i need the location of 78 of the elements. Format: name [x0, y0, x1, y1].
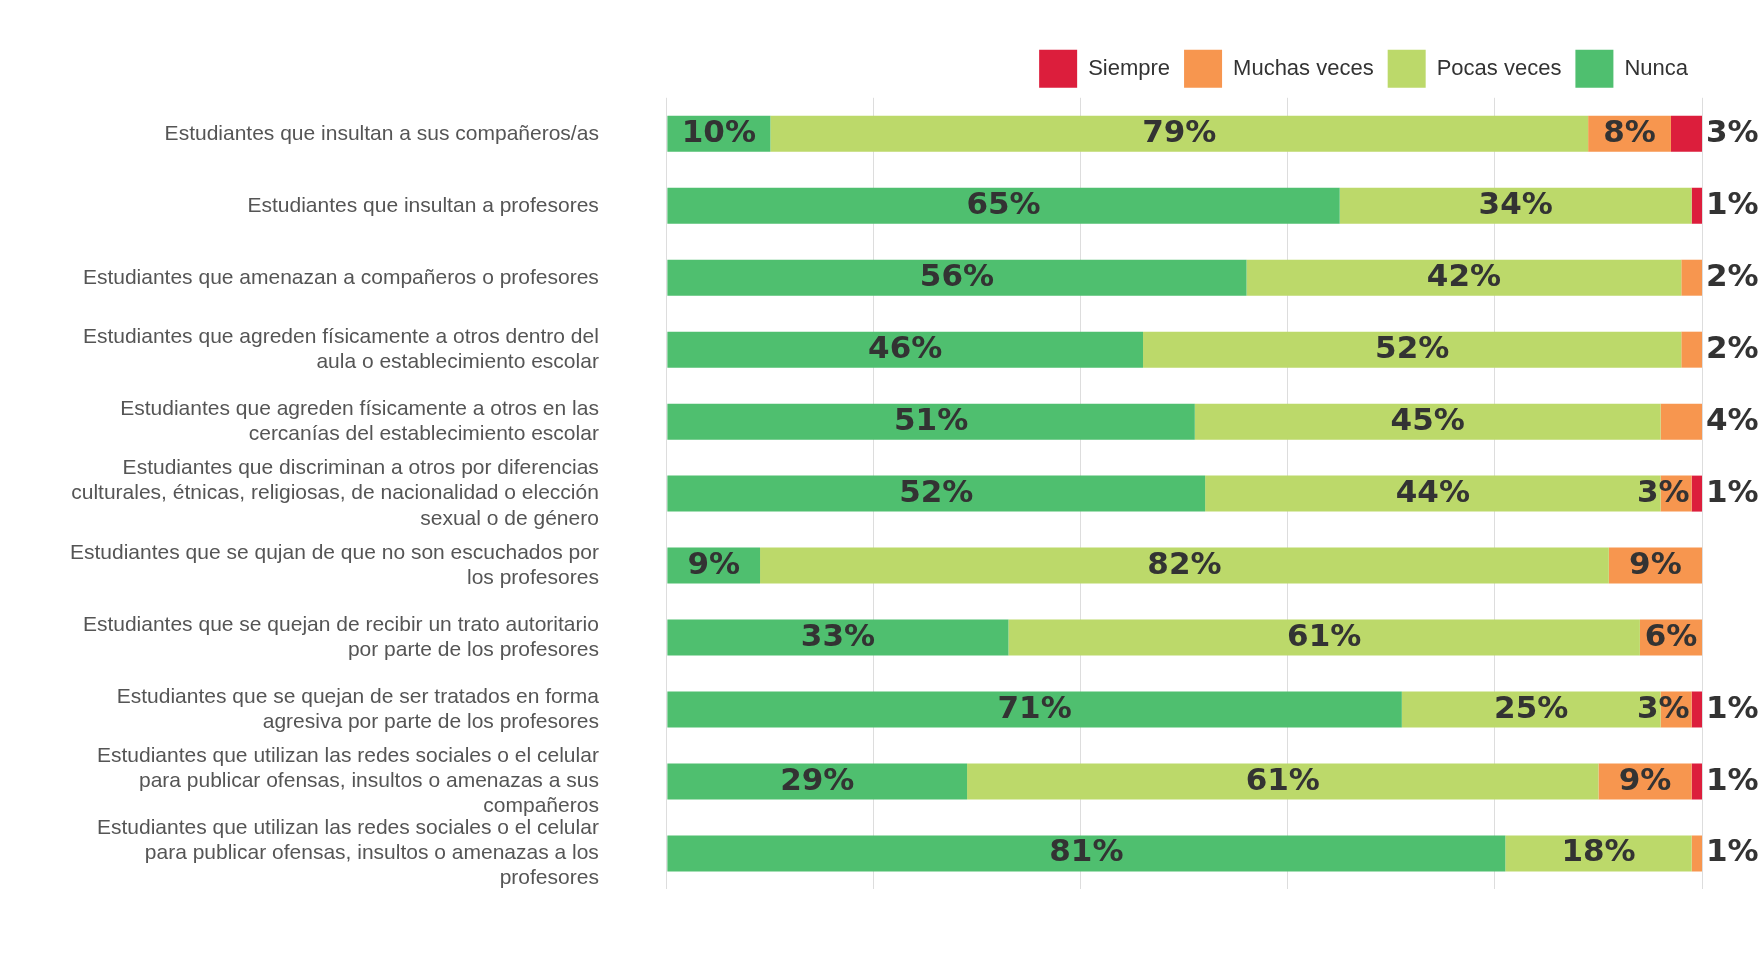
- bar: [667, 331, 1144, 368]
- data-label: 9%: [687, 544, 741, 581]
- data-label: 42%: [1426, 256, 1502, 293]
- y-tick-label: Estudiantes que discriminan a otros por diferencias culturales, étnicas, religiosas, de nacionalidad o elección sexual o de género: [71, 455, 599, 529]
- bar: [667, 835, 1506, 872]
- data-label: 52%: [1375, 328, 1450, 365]
- data-label: 3%: [1706, 112, 1759, 149]
- data-label: 9%: [1618, 760, 1672, 797]
- y-tick-label: Estudiantes que utilizan las redes sociales o el celular para publicar ofensas, insultos o amenazas a sus compañeros: [96, 743, 599, 817]
- data-label: 34%: [1478, 184, 1553, 221]
- data-label: 61%: [1287, 616, 1362, 653]
- data-label: 25%: [1494, 688, 1569, 725]
- bar: [667, 403, 1195, 440]
- data-label: 71%: [997, 688, 1072, 725]
- data-label: 1%: [1706, 760, 1759, 797]
- bar: [667, 187, 1340, 224]
- bar: [770, 115, 1589, 152]
- y-tick-label: Estudiantes que se quejan de recibir un trato autoritario por parte de los profesores: [82, 611, 599, 660]
- bar: [667, 259, 1247, 296]
- bar: [1194, 403, 1661, 440]
- data-label: 2%: [1706, 328, 1759, 365]
- bar: [1008, 619, 1640, 656]
- bar: [1681, 259, 1702, 296]
- data-label: 29%: [780, 760, 855, 797]
- bar: [667, 619, 1009, 656]
- bar: [967, 763, 1599, 800]
- y-tick-label: Estudiantes que agreden físicamente a otros dentro del aula o establecimiento escolar: [82, 323, 599, 373]
- bar: [1660, 403, 1702, 440]
- bar: [1691, 475, 1702, 512]
- data-label: 56%: [919, 256, 995, 293]
- bar: [667, 763, 968, 800]
- bar: [1670, 115, 1702, 152]
- data-label: 65%: [966, 184, 1041, 221]
- bar: [760, 547, 1609, 584]
- y-tick-label: Estudiantes que utilizan las redes sociales o el celular para publicar ofensas, insultos o amenazas a los profesores: [96, 815, 599, 889]
- y-tick-label: Estudiantes que se qujan de que no son escuchados por los profesores: [70, 539, 599, 588]
- y-tick-label: Estudiantes que se quejan de ser tratados en forma agresiva por parte de los profesores: [116, 683, 600, 732]
- y-tick-label: Estudiantes que agreden físicamente a otros en las cercanías del establecimiento escolar: [120, 395, 599, 445]
- bar: [667, 475, 1206, 512]
- data-label: 33%: [800, 616, 876, 653]
- data-label: 2%: [1706, 256, 1759, 293]
- bar: [1691, 691, 1702, 728]
- bar: [1691, 187, 1702, 224]
- bar: [667, 691, 1402, 728]
- data-label: 79%: [1142, 112, 1217, 149]
- bar: [1143, 331, 1682, 368]
- data-label: 3%: [1637, 472, 1690, 509]
- data-label: 45%: [1390, 400, 1465, 437]
- data-label: 51%: [893, 400, 969, 437]
- data-label: 52%: [899, 472, 974, 509]
- legend-label: Pocas veces: [1436, 54, 1562, 80]
- data-label: 1%: [1706, 688, 1759, 725]
- data-label: 6%: [1644, 616, 1698, 653]
- data-label: 8%: [1603, 112, 1656, 149]
- data-label: 18%: [1561, 832, 1636, 869]
- data-label: 81%: [1049, 832, 1124, 869]
- data-label: 3%: [1637, 688, 1690, 725]
- bar: [1339, 187, 1692, 224]
- legend-label: Muchas veces: [1233, 54, 1374, 80]
- data-label: 82%: [1147, 544, 1222, 581]
- data-label: 1%: [1706, 472, 1759, 509]
- data-label: 1%: [1706, 832, 1759, 869]
- data-label: 1%: [1706, 184, 1759, 221]
- data-label: 61%: [1245, 760, 1320, 797]
- bar: [1691, 763, 1702, 800]
- data-label: 10%: [681, 112, 756, 149]
- data-label: 4%: [1706, 400, 1759, 437]
- legend-label: Siempre: [1088, 54, 1171, 80]
- y-tick-label: Estudiantes que insultan a sus compañeros/as: [164, 120, 599, 144]
- bar: [1681, 331, 1702, 368]
- y-tick-label: Estudiantes que insultan a profesores: [247, 192, 599, 216]
- data-label: 46%: [868, 328, 943, 365]
- bar: [1691, 835, 1702, 872]
- legend-label: Nunca: [1624, 54, 1689, 80]
- data-label: 44%: [1395, 472, 1470, 509]
- y-tick-label: Estudiantes que amenazan a compañeros o profesores: [82, 264, 599, 288]
- bar: [1246, 259, 1682, 296]
- data-label: 9%: [1629, 544, 1682, 581]
